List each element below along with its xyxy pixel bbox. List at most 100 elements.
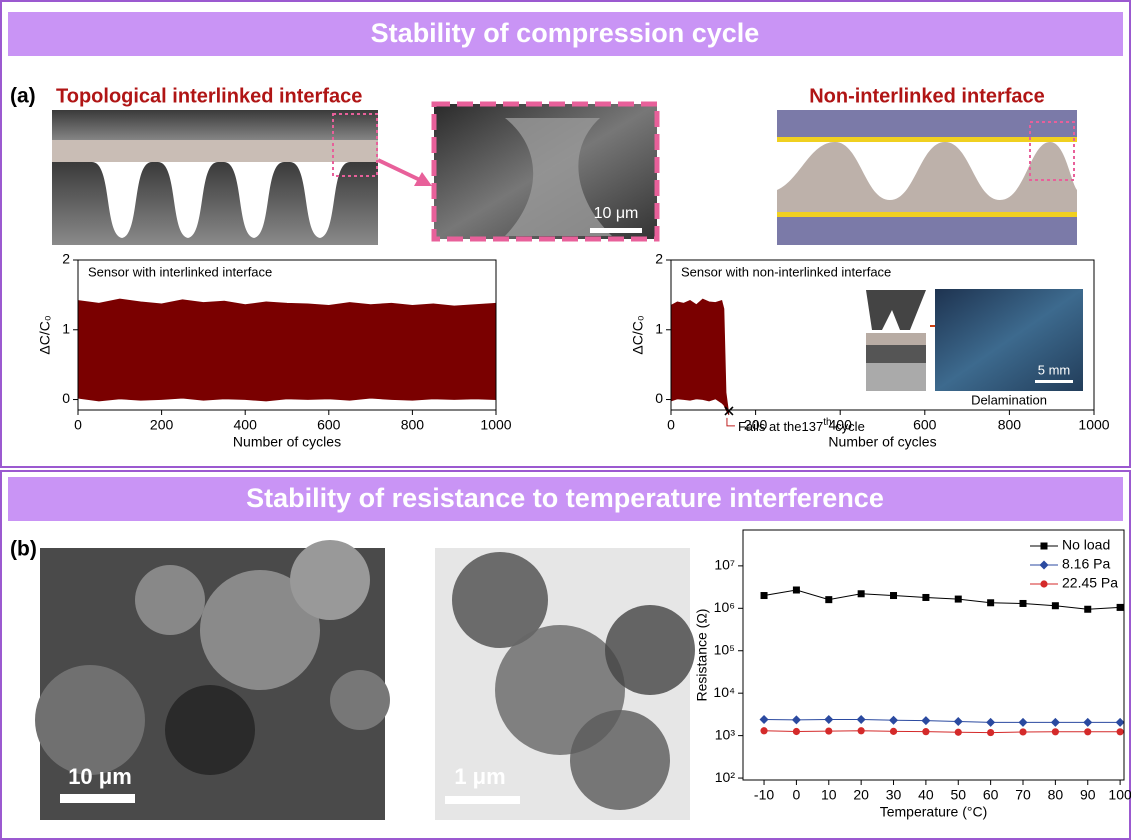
point bbox=[760, 727, 767, 734]
legend-label: 8.16 Pa bbox=[1062, 556, 1110, 572]
x-tick-label: 60 bbox=[983, 787, 999, 803]
x-tick-label: 70 bbox=[1015, 787, 1031, 803]
panel-label: (a) bbox=[10, 85, 36, 108]
legend-marker bbox=[1040, 580, 1047, 587]
legend-label: 22.45 Pa bbox=[1062, 575, 1118, 591]
annotation-bracket bbox=[727, 418, 735, 426]
point bbox=[922, 594, 929, 601]
inset-scale-label: 5 mm bbox=[1038, 362, 1071, 377]
y-tick-label: 10⁵ bbox=[714, 641, 735, 657]
x-tick-label: 90 bbox=[1080, 787, 1096, 803]
point bbox=[1117, 728, 1124, 735]
annotation-part: cycle bbox=[832, 419, 865, 434]
point bbox=[921, 716, 930, 725]
sem-image: 10 μm bbox=[35, 540, 390, 820]
scale-label: 10 μm bbox=[594, 205, 639, 222]
point bbox=[825, 727, 832, 734]
panel-title: Topological interlinked interface bbox=[56, 85, 362, 107]
x-axis-title: Number of cycles bbox=[828, 434, 936, 450]
x-tick-label: 1000 bbox=[1078, 417, 1109, 433]
legend-label: No load bbox=[1062, 537, 1110, 553]
x-tick-label: 600 bbox=[317, 417, 341, 433]
section-title: Stability of compression cycle bbox=[371, 18, 760, 48]
point bbox=[987, 599, 994, 606]
point bbox=[955, 729, 962, 736]
panel-title: Non-interlinked interface bbox=[809, 85, 1045, 107]
point bbox=[858, 727, 865, 734]
y-tick-label: 10⁶ bbox=[714, 599, 735, 615]
x-tick-label: 800 bbox=[401, 417, 425, 433]
y-tick-label: 0 bbox=[62, 390, 70, 406]
legend-marker bbox=[1041, 543, 1048, 550]
point bbox=[858, 590, 865, 597]
x-tick-label: 30 bbox=[886, 787, 902, 803]
point bbox=[761, 592, 768, 599]
point bbox=[1084, 728, 1091, 735]
x-tick-label: 40 bbox=[918, 787, 934, 803]
signal-band bbox=[78, 299, 496, 401]
scale-label: 1 μm bbox=[454, 764, 505, 789]
chart: 02004006008001000012Number of cyclesΔC/C… bbox=[37, 251, 512, 450]
point bbox=[889, 716, 898, 725]
x-tick-label: 50 bbox=[950, 787, 966, 803]
point bbox=[1116, 718, 1125, 727]
point bbox=[793, 728, 800, 735]
legend-marker bbox=[1040, 561, 1049, 570]
annotation-part: Fails at the137 bbox=[738, 419, 823, 434]
x-tick-label: 1000 bbox=[480, 417, 511, 433]
point bbox=[1019, 728, 1026, 735]
chart-inner-title: Sensor with non-interlinked interface bbox=[681, 264, 891, 279]
x-tick-label: 100 bbox=[1108, 787, 1131, 803]
x-tick-label: 400 bbox=[234, 417, 258, 433]
point bbox=[955, 596, 962, 603]
chart-inner-title: Sensor with interlinked interface bbox=[88, 264, 272, 279]
y-axis-title: ΔC/C₀ bbox=[630, 315, 646, 354]
x-tick-label: 0 bbox=[74, 417, 82, 433]
x-tick-label: 0 bbox=[667, 417, 675, 433]
point bbox=[760, 715, 769, 724]
point bbox=[922, 728, 929, 735]
point bbox=[824, 715, 833, 724]
series-line bbox=[764, 590, 1120, 609]
y-tick-label: 0 bbox=[655, 390, 663, 406]
x-axis-title: Number of cycles bbox=[233, 434, 341, 450]
point bbox=[1051, 718, 1060, 727]
y-tick-label: 10⁴ bbox=[713, 684, 735, 700]
point bbox=[1020, 600, 1027, 607]
series-line bbox=[764, 731, 1120, 733]
non-interlinked-schematic bbox=[777, 110, 1077, 245]
x-tick-label: 80 bbox=[1048, 787, 1064, 803]
panel-label: (b) bbox=[10, 538, 37, 561]
point bbox=[792, 715, 801, 724]
point bbox=[954, 717, 963, 726]
point bbox=[793, 586, 800, 593]
x-tick-label: 10 bbox=[821, 787, 837, 803]
y-tick-label: 1 bbox=[655, 320, 663, 336]
annotation-part: th bbox=[823, 417, 831, 428]
annotation: Fails at the137th cycle bbox=[738, 417, 865, 435]
tem-image: 1 μm bbox=[435, 548, 695, 820]
x-axis-title: Temperature (°C) bbox=[880, 804, 988, 820]
section-title: Stability of resistance to temperature i… bbox=[246, 483, 884, 513]
x-tick-label: 0 bbox=[793, 787, 801, 803]
point bbox=[1019, 718, 1028, 727]
y-axis-title: Resistance (Ω) bbox=[694, 609, 710, 702]
x-tick-label: 200 bbox=[150, 417, 174, 433]
point bbox=[986, 718, 995, 727]
series-line bbox=[764, 719, 1120, 722]
y-tick-label: 10⁷ bbox=[714, 557, 735, 573]
point bbox=[890, 728, 897, 735]
inset-caption: Delamination bbox=[971, 392, 1047, 407]
y-tick-label: 10³ bbox=[715, 726, 736, 742]
point bbox=[1084, 606, 1091, 613]
figure: Stability of compression cycle Stability… bbox=[0, 0, 1131, 840]
point bbox=[857, 715, 866, 724]
x-tick-label: 600 bbox=[913, 417, 937, 433]
x-tick-label: 800 bbox=[998, 417, 1022, 433]
y-tick-label: 2 bbox=[655, 251, 663, 267]
sem-inset: 10 μm bbox=[434, 104, 657, 239]
x-tick-label: -10 bbox=[754, 787, 774, 803]
point bbox=[1117, 604, 1124, 611]
y-axis-title: ΔC/C₀ bbox=[37, 315, 53, 354]
